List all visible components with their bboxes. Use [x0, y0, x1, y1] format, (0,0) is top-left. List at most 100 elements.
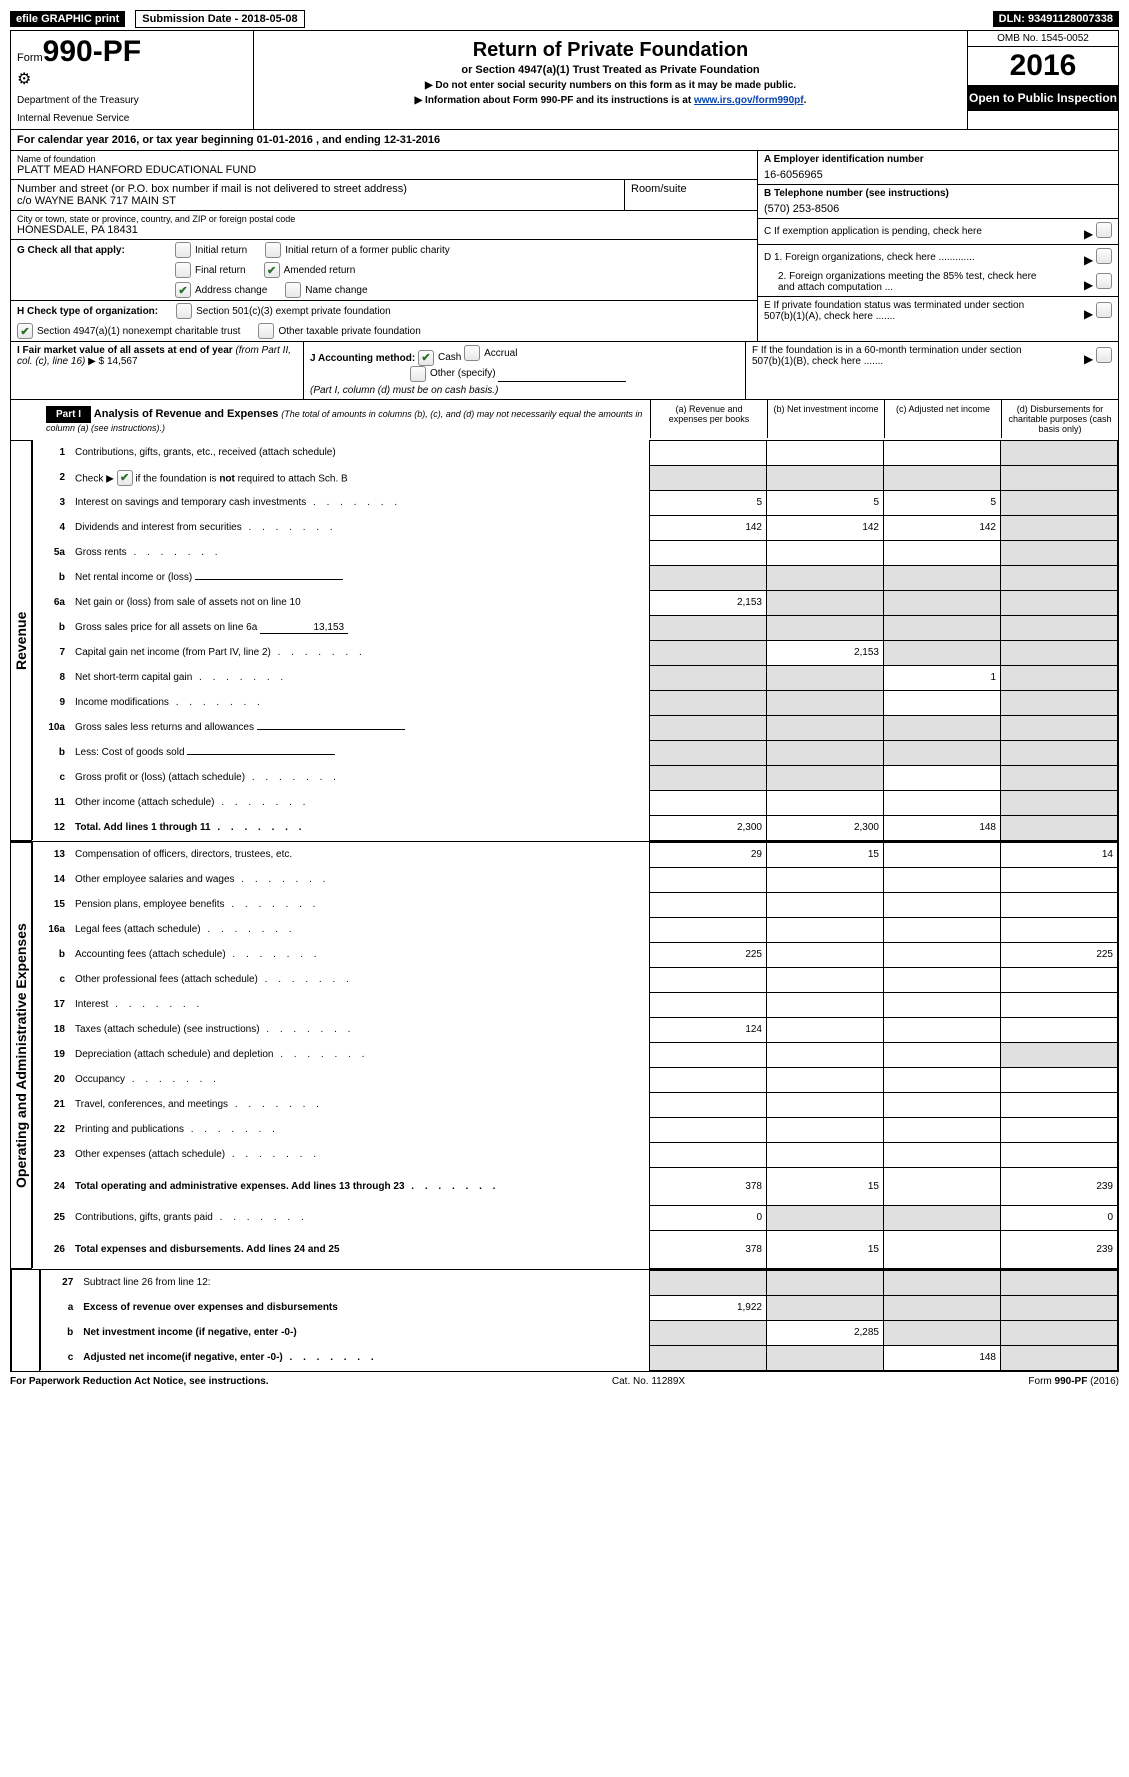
ty-prefix: For calendar year 2016, or tax year begi…: [17, 134, 257, 146]
form-id-block: Form990-PF ⚙ Department of the Treasury …: [11, 31, 254, 129]
form-subtitle: or Section 4947(a)(1) Trust Treated as P…: [264, 64, 957, 76]
chk-sch-b[interactable]: [117, 470, 133, 486]
cell-c: [884, 465, 1001, 490]
section-h: H Check type of organization: Section 50…: [11, 301, 757, 341]
cell-a: 5: [650, 490, 767, 515]
chk-amended-label: Amended return: [284, 265, 356, 276]
chk-4947[interactable]: [17, 323, 33, 339]
line-number: 19: [33, 1042, 70, 1067]
cell-b: [767, 917, 884, 942]
line-number: 13: [33, 842, 70, 867]
ein-label: A Employer identification number: [764, 154, 1112, 165]
cell-b: [767, 1017, 884, 1042]
cell-b: [767, 540, 884, 565]
line-number: c: [41, 1345, 78, 1370]
cell-a: [650, 867, 767, 892]
cell-b: 5: [767, 490, 884, 515]
line-number: 26: [33, 1230, 70, 1268]
cell-d: 14: [1001, 842, 1118, 867]
chk-other-taxable[interactable]: [258, 323, 274, 339]
chk-amended[interactable]: [264, 262, 280, 278]
col-a-header: (a) Revenue and expenses per books: [650, 400, 767, 438]
cell-a: [650, 740, 767, 765]
chk-other-method[interactable]: [410, 366, 426, 382]
cell-d: [1001, 815, 1118, 840]
instr-ssn: ▶ Do not enter social security numbers o…: [264, 80, 957, 91]
line-number: 8: [33, 665, 70, 690]
chk-address[interactable]: [175, 282, 191, 298]
form-label: Form: [17, 52, 43, 64]
cell-c: [884, 917, 1001, 942]
chk-e[interactable]: [1096, 302, 1112, 318]
chk-address-label: Address change: [195, 285, 267, 296]
chk-name[interactable]: [285, 282, 301, 298]
chk-c[interactable]: [1096, 222, 1112, 238]
cell-c: [884, 1320, 1001, 1345]
cell-c: [884, 765, 1001, 790]
line-label: Printing and publications . . . . . . .: [69, 1117, 650, 1142]
chk-initial[interactable]: [175, 242, 191, 258]
dept-treasury: Department of the Treasury: [17, 95, 247, 107]
cell-b: [767, 1142, 884, 1167]
line-label: Interest on savings and temporary cash i…: [69, 490, 650, 515]
cell-c: 5: [884, 490, 1001, 515]
cell-b: [767, 1345, 884, 1370]
d-row: D 1. Foreign organizations, check here .…: [758, 245, 1118, 297]
cell-c: [884, 1017, 1001, 1042]
room-label: Room/suite: [631, 183, 751, 195]
cell-c: 1: [884, 665, 1001, 690]
form-container: Form990-PF ⚙ Department of the Treasury …: [10, 30, 1119, 1372]
i-arrow: ▶: [88, 356, 96, 367]
line-label: Contributions, gifts, grants, etc., rece…: [69, 440, 650, 465]
title-block: Return of Private Foundation or Section …: [254, 31, 967, 129]
cell-d: [1001, 1042, 1118, 1067]
cell-a: [650, 715, 767, 740]
line-label: Gross profit or (loss) (attach schedule)…: [69, 765, 650, 790]
chk-initial-former-label: Initial return of a former public charit…: [285, 245, 450, 256]
cell-a: [650, 917, 767, 942]
line-label: Occupancy . . . . . . .: [69, 1067, 650, 1092]
line-number: 4: [33, 515, 70, 540]
line-number: 1: [33, 440, 70, 465]
chk-d1[interactable]: [1096, 248, 1112, 264]
cell-c: [884, 1230, 1001, 1268]
line-label: Other employee salaries and wages . . . …: [69, 867, 650, 892]
chk-final[interactable]: [175, 262, 191, 278]
cell-d: [1001, 490, 1118, 515]
inline-field: [257, 729, 405, 730]
cell-c: [884, 440, 1001, 465]
line-number: 9: [33, 690, 70, 715]
cell-a: [650, 1320, 767, 1345]
cell-b: 15: [767, 1230, 884, 1268]
cell-c: [884, 842, 1001, 867]
cell-b: [767, 1270, 884, 1295]
chk-d2[interactable]: [1096, 273, 1112, 289]
cell-b: [767, 765, 884, 790]
line-number: 15: [33, 892, 70, 917]
address-label: Number and street (or P.O. box number if…: [17, 183, 618, 195]
chk-501c3[interactable]: [176, 303, 192, 319]
cell-b: [767, 465, 884, 490]
cell-d: [1001, 715, 1118, 740]
line-number: 3: [33, 490, 70, 515]
revenue-table: 1Contributions, gifts, grants, etc., rec…: [32, 440, 1118, 841]
chk-f[interactable]: [1096, 347, 1112, 363]
chk-initial-former[interactable]: [265, 242, 281, 258]
cell-a: [650, 540, 767, 565]
line-number: a: [41, 1295, 78, 1320]
cell-c: [884, 1205, 1001, 1230]
cell-c: [884, 967, 1001, 992]
cell-a: [650, 1092, 767, 1117]
cell-a: [650, 1042, 767, 1067]
irs-logo: ⚙: [17, 69, 247, 89]
chk-cash[interactable]: [418, 350, 434, 366]
line-label: Income modifications . . . . . . .: [69, 690, 650, 715]
address-cell: Number and street (or P.O. box number if…: [11, 180, 624, 210]
summary-table: 27Subtract line 26 from line 12:aExcess …: [40, 1270, 1118, 1371]
line-number: b: [33, 740, 70, 765]
irs-link[interactable]: www.irs.gov/form990pf: [694, 95, 804, 106]
chk-other-label: Other (specify): [430, 368, 496, 379]
cell-a: 378: [650, 1230, 767, 1268]
chk-accrual[interactable]: [464, 345, 480, 361]
line-number: 12: [33, 815, 70, 840]
